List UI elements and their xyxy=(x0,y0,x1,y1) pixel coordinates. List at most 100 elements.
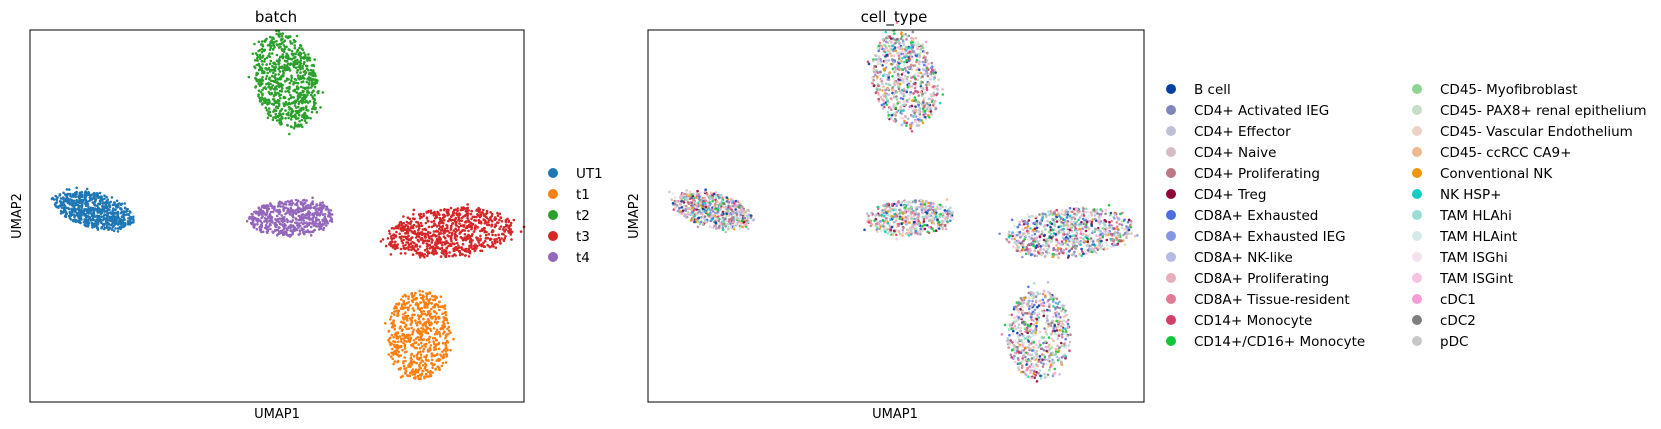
data-point xyxy=(494,216,497,219)
data-point xyxy=(408,334,412,337)
data-point xyxy=(392,236,396,240)
data-point xyxy=(95,219,98,222)
data-point xyxy=(309,234,313,237)
data-point xyxy=(892,54,896,58)
data-point xyxy=(297,233,301,236)
data-point xyxy=(1045,214,1048,218)
data-point xyxy=(393,234,396,237)
data-point xyxy=(438,332,441,336)
data-point xyxy=(55,201,59,204)
data-point xyxy=(489,237,493,241)
data-point xyxy=(699,208,702,212)
data-point xyxy=(277,67,281,71)
data-point xyxy=(462,207,466,211)
data-point xyxy=(291,42,294,45)
data-point xyxy=(67,193,70,196)
data-point xyxy=(1120,223,1124,226)
data-point xyxy=(407,327,411,331)
data-point xyxy=(303,97,307,101)
data-point xyxy=(293,40,297,44)
data-point xyxy=(107,228,110,231)
data-point xyxy=(426,338,430,341)
data-point xyxy=(298,46,301,50)
data-point xyxy=(491,233,494,237)
data-point xyxy=(305,80,309,84)
data-point xyxy=(280,84,283,88)
data-point xyxy=(445,355,448,358)
data-point xyxy=(410,225,413,228)
data-point xyxy=(435,338,438,342)
data-point xyxy=(1012,329,1015,333)
data-point xyxy=(303,113,307,116)
data-point xyxy=(449,226,453,230)
data-point xyxy=(264,219,268,223)
data-point xyxy=(1032,281,1036,285)
data-point xyxy=(277,30,281,33)
data-point xyxy=(103,194,106,197)
data-point xyxy=(104,202,107,206)
data-point xyxy=(424,221,428,225)
data-point xyxy=(426,350,430,353)
data-point xyxy=(1084,229,1088,233)
data-point xyxy=(496,221,499,224)
data-point xyxy=(389,355,393,358)
data-point xyxy=(289,220,292,223)
data-point xyxy=(85,203,88,206)
data-point xyxy=(410,230,414,233)
data-point xyxy=(270,102,274,106)
data-point xyxy=(93,194,96,197)
data-point xyxy=(1045,362,1049,366)
data-point xyxy=(428,291,432,294)
data-point xyxy=(418,308,422,312)
data-point xyxy=(300,118,304,122)
data-point xyxy=(265,63,269,66)
data-point xyxy=(1064,337,1067,341)
data-point xyxy=(441,324,444,327)
data-point xyxy=(269,215,273,218)
data-point xyxy=(694,202,698,205)
data-point xyxy=(103,197,106,201)
data-point xyxy=(263,57,267,61)
data-point xyxy=(112,207,115,210)
data-point xyxy=(251,213,254,216)
data-point xyxy=(251,220,255,224)
data-point xyxy=(483,239,487,243)
data-point xyxy=(290,50,294,53)
data-point xyxy=(425,375,429,378)
data-point xyxy=(317,218,321,222)
data-point xyxy=(260,50,264,54)
data-point xyxy=(390,322,393,325)
data-point xyxy=(402,337,405,340)
data-point xyxy=(1073,250,1076,254)
data-point xyxy=(121,222,125,225)
data-point xyxy=(288,132,291,136)
data-point xyxy=(434,345,437,348)
data-point xyxy=(497,233,500,237)
data-point xyxy=(290,202,294,206)
data-point xyxy=(278,46,281,49)
data-point xyxy=(431,363,435,367)
data-point xyxy=(419,321,422,325)
data-point xyxy=(407,295,410,298)
data-point xyxy=(281,69,285,73)
data-point xyxy=(907,117,910,120)
data-point xyxy=(439,353,442,357)
data-point xyxy=(306,93,309,97)
legend-label: t3 xyxy=(576,229,590,245)
data-point xyxy=(1012,245,1015,248)
data-point xyxy=(274,73,277,76)
data-point xyxy=(405,224,408,227)
data-point xyxy=(103,226,107,230)
data-point xyxy=(295,34,299,38)
data-point xyxy=(100,199,104,202)
data-point xyxy=(274,116,278,120)
data-point xyxy=(92,212,95,216)
data-point xyxy=(292,228,296,232)
data-point xyxy=(306,229,310,232)
data-point xyxy=(1022,301,1025,305)
data-point xyxy=(289,118,293,121)
data-point xyxy=(287,55,290,59)
data-point xyxy=(308,230,312,234)
data-point xyxy=(450,231,454,235)
data-point xyxy=(259,90,263,94)
